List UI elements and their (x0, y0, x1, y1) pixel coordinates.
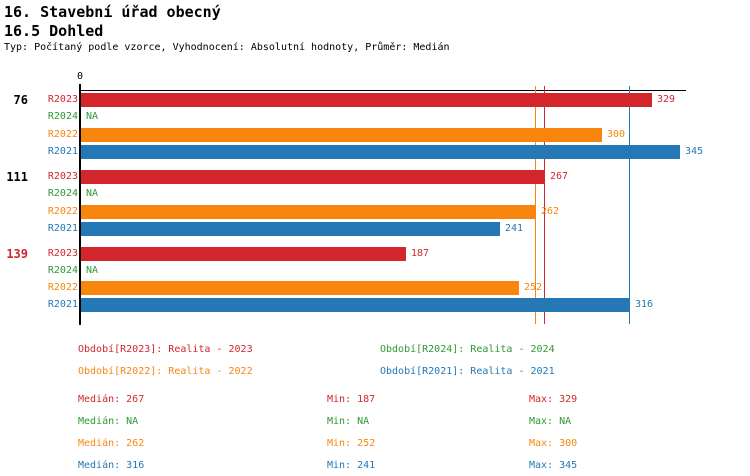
stat-max-R2022: Max: 300 (529, 438, 578, 449)
page-title: 16. Stavební úřad obecný (4, 3, 221, 21)
bar-value-label-R2022: 300 (607, 129, 626, 140)
stat-min-R2023: Min: 187 (327, 394, 376, 405)
median-line-R2023 (544, 86, 545, 324)
row-label-R2021: R2021 (47, 146, 78, 157)
stat-median-R2022: Medián: 262 (78, 438, 145, 449)
row-label-R2024: R2024 (47, 111, 78, 122)
bar-R2023 (81, 247, 406, 261)
bar-chart: 76 R2023 329 R2024 NA R2022 300 R2021 345 111 R202… (6, 86, 704, 324)
page-subtitle: 16.5 Dohled (4, 22, 104, 40)
bar-value-label-R2022: 262 (541, 206, 560, 217)
bar-R2023 (81, 170, 545, 184)
bar-value-label-R2023: 329 (657, 94, 676, 105)
bar-R2022 (81, 128, 602, 142)
median-line-R2021 (629, 86, 630, 324)
bar-value-label-na-R2024: NA (86, 111, 99, 122)
chart-meta-line: Typ: Počítaný podle vzorce, Vyhodnocení:… (4, 42, 450, 53)
group-label: 139 (6, 247, 28, 261)
stat-min-R2024: Min: NA (327, 416, 370, 427)
stat-max-R2024: Max: NA (529, 416, 572, 427)
row-label-R2022: R2022 (47, 282, 78, 293)
stat-median-R2024: Medián: NA (78, 416, 139, 427)
bar-value-label-na-R2024: NA (86, 188, 99, 199)
row-label-R2023: R2023 (47, 171, 78, 182)
row-label-R2022: R2022 (47, 206, 78, 217)
row-label-R2022: R2022 (47, 129, 78, 140)
bar-value-label-R2023: 267 (550, 171, 569, 182)
group-label: 111 (6, 170, 28, 184)
row-label-R2023: R2023 (47, 94, 78, 105)
stat-min-R2021: Min: 241 (327, 460, 376, 471)
row-label-R2024: R2024 (47, 188, 78, 199)
axis-zero-tick-label: 0 (76, 71, 84, 82)
group-label: 76 (13, 93, 28, 107)
bar-R2023 (81, 93, 652, 107)
bar-R2022 (81, 205, 536, 219)
row-label-R2023: R2023 (47, 248, 78, 259)
row-label-R2024: R2024 (47, 265, 78, 276)
legend-item-R2023: Období[R2023]: Realita - 2023 (78, 344, 253, 355)
bar-R2022 (81, 281, 519, 295)
legend-item-R2022: Období[R2022]: Realita - 2022 (78, 366, 253, 377)
axis-line-horizontal (80, 90, 686, 91)
bar-value-label-R2022: 252 (524, 282, 543, 293)
stat-median-R2021: Medián: 316 (78, 460, 145, 471)
stat-max-R2023: Max: 329 (529, 394, 578, 405)
bar-R2021 (81, 145, 680, 159)
bar-R2021 (81, 222, 500, 236)
bar-value-label-na-R2024: NA (86, 265, 99, 276)
stat-median-R2023: Medián: 267 (78, 394, 145, 405)
bar-value-label-R2021: 241 (505, 223, 524, 234)
row-label-R2021: R2021 (47, 223, 78, 234)
stat-max-R2021: Max: 345 (529, 460, 578, 471)
row-label-R2021: R2021 (47, 299, 78, 310)
bar-value-label-R2021: 345 (685, 146, 704, 157)
stat-min-R2022: Min: 252 (327, 438, 376, 449)
legend-item-R2021: Období[R2021]: Realita - 2021 (380, 366, 555, 377)
bar-value-label-R2021: 316 (635, 299, 654, 310)
bar-R2021 (81, 298, 630, 312)
legend-item-R2024: Období[R2024]: Realita - 2024 (380, 344, 555, 355)
bar-value-label-R2023: 187 (411, 248, 430, 259)
axis-line-vertical (79, 84, 81, 325)
